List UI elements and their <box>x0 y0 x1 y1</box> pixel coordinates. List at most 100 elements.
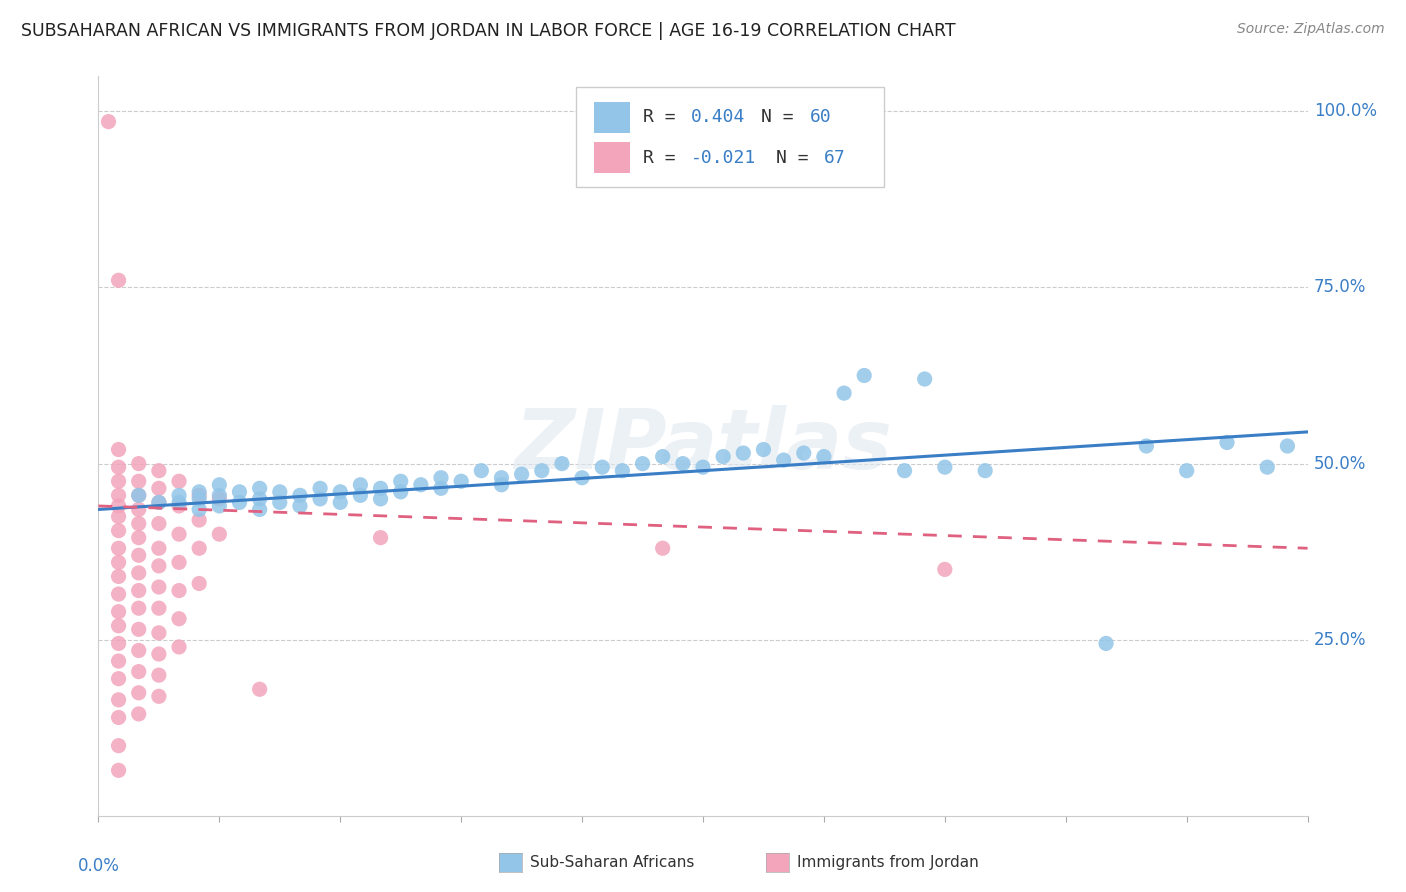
Point <box>934 460 956 475</box>
Point <box>228 495 250 509</box>
Point <box>349 477 371 491</box>
Point <box>148 541 170 556</box>
Point <box>148 690 170 704</box>
Point <box>188 576 211 591</box>
Point <box>249 502 271 516</box>
Point <box>510 467 533 482</box>
Point <box>128 516 150 531</box>
Point <box>128 531 150 545</box>
Point <box>1175 464 1198 478</box>
Point <box>188 502 211 516</box>
FancyBboxPatch shape <box>576 87 884 187</box>
Point <box>107 499 129 513</box>
Text: 100.0%: 100.0% <box>1313 102 1376 120</box>
Point <box>893 464 915 478</box>
Point <box>269 484 291 499</box>
Text: 25.0%: 25.0% <box>1313 631 1367 648</box>
Point <box>148 580 170 594</box>
Point <box>128 549 150 563</box>
Point <box>470 464 492 478</box>
Point <box>107 541 129 556</box>
Point <box>148 464 170 478</box>
Point <box>128 706 150 721</box>
Point <box>1277 439 1299 453</box>
Point <box>309 491 332 506</box>
Point <box>571 471 593 485</box>
Point <box>249 682 271 697</box>
Point <box>128 475 150 489</box>
Point <box>107 569 129 583</box>
Point <box>148 625 170 640</box>
Point <box>631 457 654 471</box>
Point <box>228 484 250 499</box>
Point <box>107 693 129 707</box>
Point <box>148 481 170 495</box>
Point <box>128 566 150 580</box>
Text: 75.0%: 75.0% <box>1313 278 1367 296</box>
Point <box>148 558 170 573</box>
Text: Sub-Saharan Africans: Sub-Saharan Africans <box>530 855 695 870</box>
Point <box>167 583 190 598</box>
Point <box>389 484 412 499</box>
Point <box>128 643 150 657</box>
Point <box>430 481 453 495</box>
Point <box>107 636 129 650</box>
Text: R =: R = <box>643 108 686 127</box>
Point <box>148 668 170 682</box>
Point <box>148 601 170 615</box>
Point <box>107 509 129 524</box>
Point <box>1216 435 1239 450</box>
Point <box>107 488 129 502</box>
Point <box>1256 460 1278 475</box>
Point <box>148 516 170 531</box>
Point <box>188 491 211 506</box>
FancyBboxPatch shape <box>595 142 630 173</box>
Text: 67: 67 <box>824 149 845 167</box>
Point <box>672 457 695 471</box>
Point <box>107 460 129 475</box>
Point <box>208 491 231 506</box>
Point <box>148 495 170 509</box>
Point <box>269 495 291 509</box>
Point <box>107 587 129 601</box>
Point <box>208 477 231 491</box>
Point <box>188 513 211 527</box>
Point <box>288 488 311 502</box>
Point <box>188 484 211 499</box>
Point <box>692 460 714 475</box>
Point <box>167 499 190 513</box>
Point <box>107 555 129 569</box>
Point <box>148 495 170 509</box>
Point <box>128 601 150 615</box>
Point <box>832 386 855 401</box>
Point <box>711 450 734 464</box>
Point <box>208 488 231 502</box>
Point <box>249 481 271 495</box>
Point <box>107 710 129 724</box>
Point <box>107 524 129 538</box>
Point <box>974 464 997 478</box>
Text: -0.021: -0.021 <box>690 149 756 167</box>
Point <box>309 481 332 495</box>
Point <box>208 499 231 513</box>
Point <box>188 488 211 502</box>
Point <box>167 640 190 654</box>
Point <box>813 450 835 464</box>
Point <box>530 464 553 478</box>
Point <box>128 502 150 516</box>
FancyBboxPatch shape <box>595 102 630 133</box>
Point <box>107 739 129 753</box>
Point <box>752 442 775 457</box>
Point <box>128 665 150 679</box>
Point <box>430 471 453 485</box>
Point <box>148 647 170 661</box>
Point <box>389 475 412 489</box>
Point <box>1135 439 1157 453</box>
Point <box>97 114 120 128</box>
Text: 60: 60 <box>810 108 831 127</box>
Point <box>409 477 432 491</box>
Point <box>651 450 673 464</box>
Point <box>167 488 190 502</box>
Point <box>167 555 190 569</box>
Point <box>1095 636 1118 650</box>
